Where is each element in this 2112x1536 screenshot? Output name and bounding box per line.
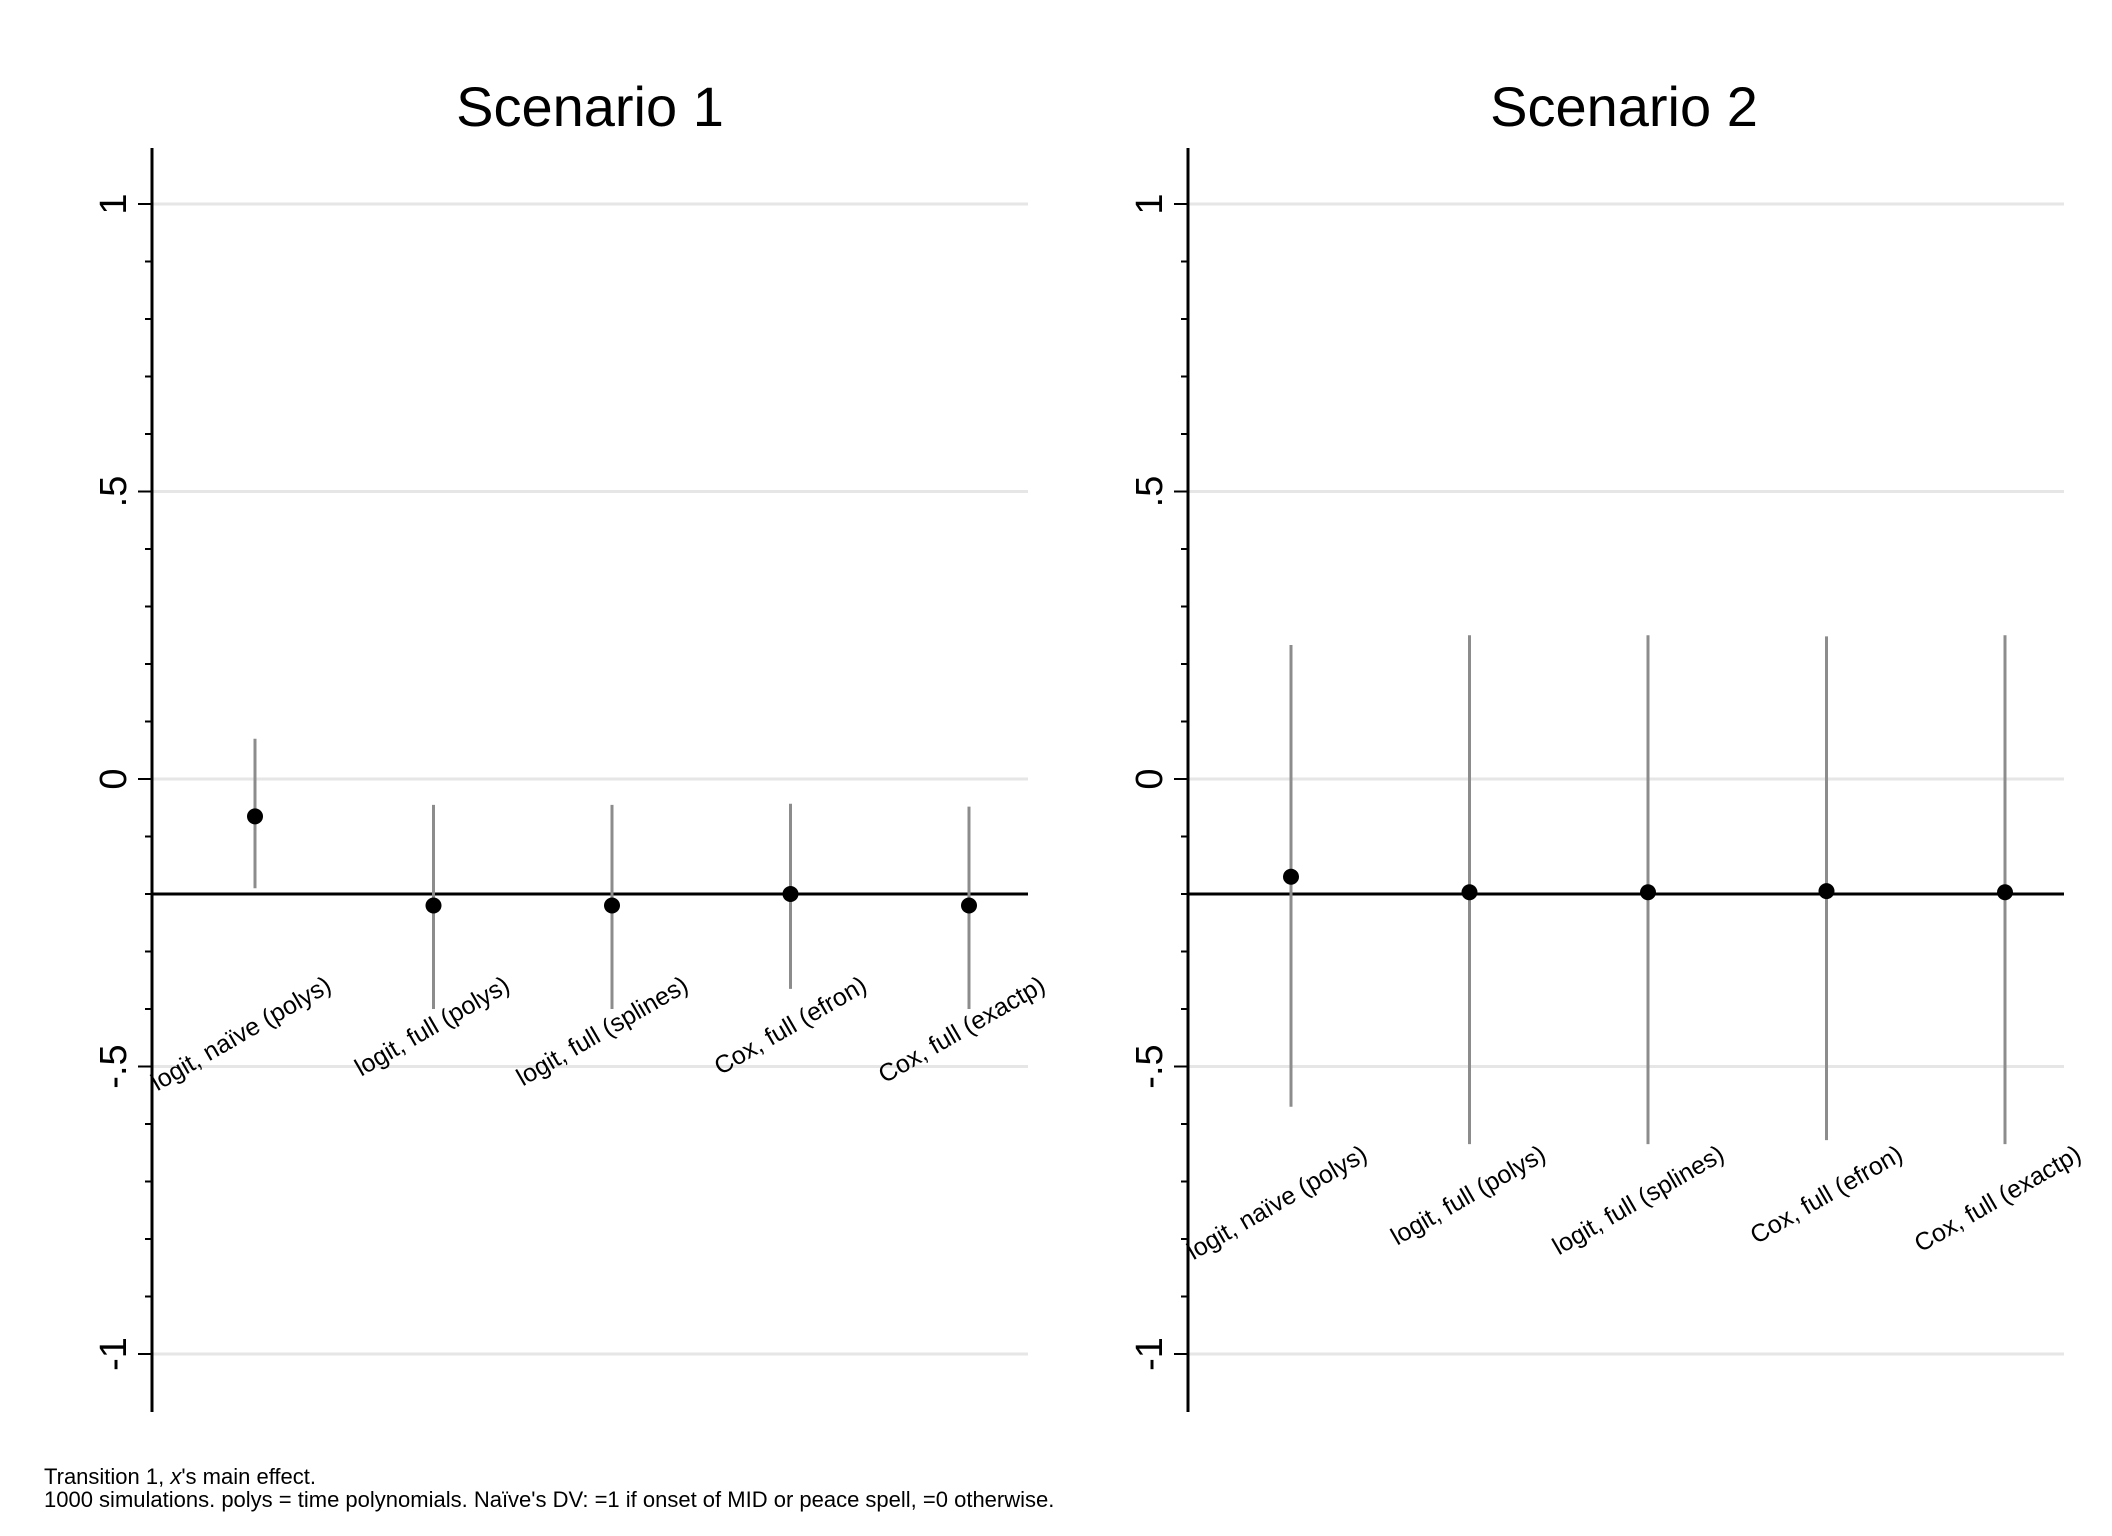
category-label: Cox, full (exactp): [1910, 1140, 2086, 1258]
panel-title: Scenario 1: [456, 75, 724, 138]
y-tick-label: .5: [93, 476, 135, 508]
point-estimate: [425, 897, 442, 914]
category-label: Cox, full (efron): [1746, 1140, 1908, 1250]
point-estimate: [247, 808, 263, 825]
category-label: logit, full (splines): [512, 971, 693, 1092]
y-tick-label: -.5: [93, 1044, 135, 1088]
y-tick-label: -1: [93, 1337, 135, 1371]
note-line-1-start: Transition 1,: [44, 1464, 170, 1489]
point-estimate: [1461, 884, 1478, 901]
y-tick-label: .5: [1129, 476, 1171, 508]
y-tick-label: -1: [1129, 1337, 1171, 1371]
y-tick-label: 1: [1129, 193, 1171, 214]
point-estimate: [604, 897, 620, 914]
point-estimate: [1818, 883, 1835, 900]
note-line-1-end: 's main effect.: [181, 1464, 316, 1489]
y-tick-label: 1: [93, 193, 135, 214]
point-estimate: [782, 886, 799, 902]
note-line-2: 1000 simulations. polys = time polynomia…: [44, 1487, 1054, 1512]
note-line-1-italic: x: [169, 1464, 182, 1489]
y-tick-label: -.5: [1129, 1044, 1171, 1088]
y-tick-label: 0: [1129, 768, 1171, 789]
category-label: Cox, full (exactp): [874, 971, 1050, 1089]
category-label: logit, naïve (polys): [1182, 1140, 1372, 1266]
point-estimate: [1283, 868, 1299, 885]
point-estimate: [1640, 884, 1656, 901]
y-tick-label: 0: [93, 768, 135, 789]
category-label: logit, full (splines): [1548, 1140, 1729, 1261]
category-label: logit, naïve (polys): [146, 971, 336, 1097]
panel-title: Scenario 2: [1490, 75, 1758, 138]
note-line-1: Transition 1, x's main effect.: [44, 1464, 316, 1489]
point-estimate: [1997, 884, 2013, 901]
point-estimate: [961, 897, 977, 914]
panel-scenario-1: Scenario 1 1 .5 0 -.5 -1 logit, naïve (polys) l…: [93, 75, 1050, 1412]
category-label: logit, full (polys): [1386, 1140, 1550, 1251]
